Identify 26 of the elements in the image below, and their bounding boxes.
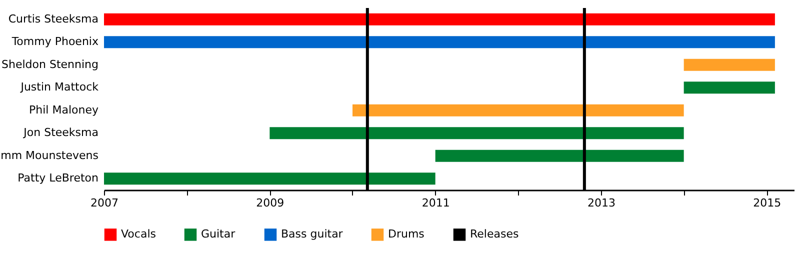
- y-tick-label: mm Mounstevens: [0, 148, 99, 162]
- y-tick-label: Patty LeBreton: [18, 172, 99, 185]
- x-tick-label: 2009: [256, 196, 284, 210]
- y-tick-label: Tommy Phoenix: [10, 35, 99, 48]
- x-tick-label: 2007: [90, 196, 118, 210]
- bar: [270, 127, 684, 140]
- x-tick-label: 2011: [422, 196, 450, 210]
- legend-label: Vocals: [121, 228, 156, 241]
- bar: [435, 150, 684, 162]
- y-tick-label: Sheldon Stenning: [2, 58, 98, 71]
- bar: [104, 172, 436, 185]
- bar: [684, 58, 775, 71]
- bar: [104, 36, 775, 48]
- y-tick-label: Justin Mattock: [20, 80, 100, 94]
- x-tick-label: 2013: [588, 196, 616, 210]
- legend-label: Releases: [470, 228, 519, 241]
- y-tick-label: Phil Maloney: [29, 103, 99, 116]
- bar: [684, 82, 775, 94]
- bar: [352, 104, 684, 116]
- x-tick-label: 2015: [753, 196, 782, 210]
- y-tick-label: Jon Steeksma: [22, 126, 98, 140]
- legend-label: Bass guitar: [281, 228, 344, 241]
- bar: [104, 13, 775, 26]
- legend-label: Drums: [388, 228, 425, 241]
- y-tick-label: Curtis Steeksma: [8, 12, 98, 26]
- legend-label: Guitar: [201, 228, 236, 241]
